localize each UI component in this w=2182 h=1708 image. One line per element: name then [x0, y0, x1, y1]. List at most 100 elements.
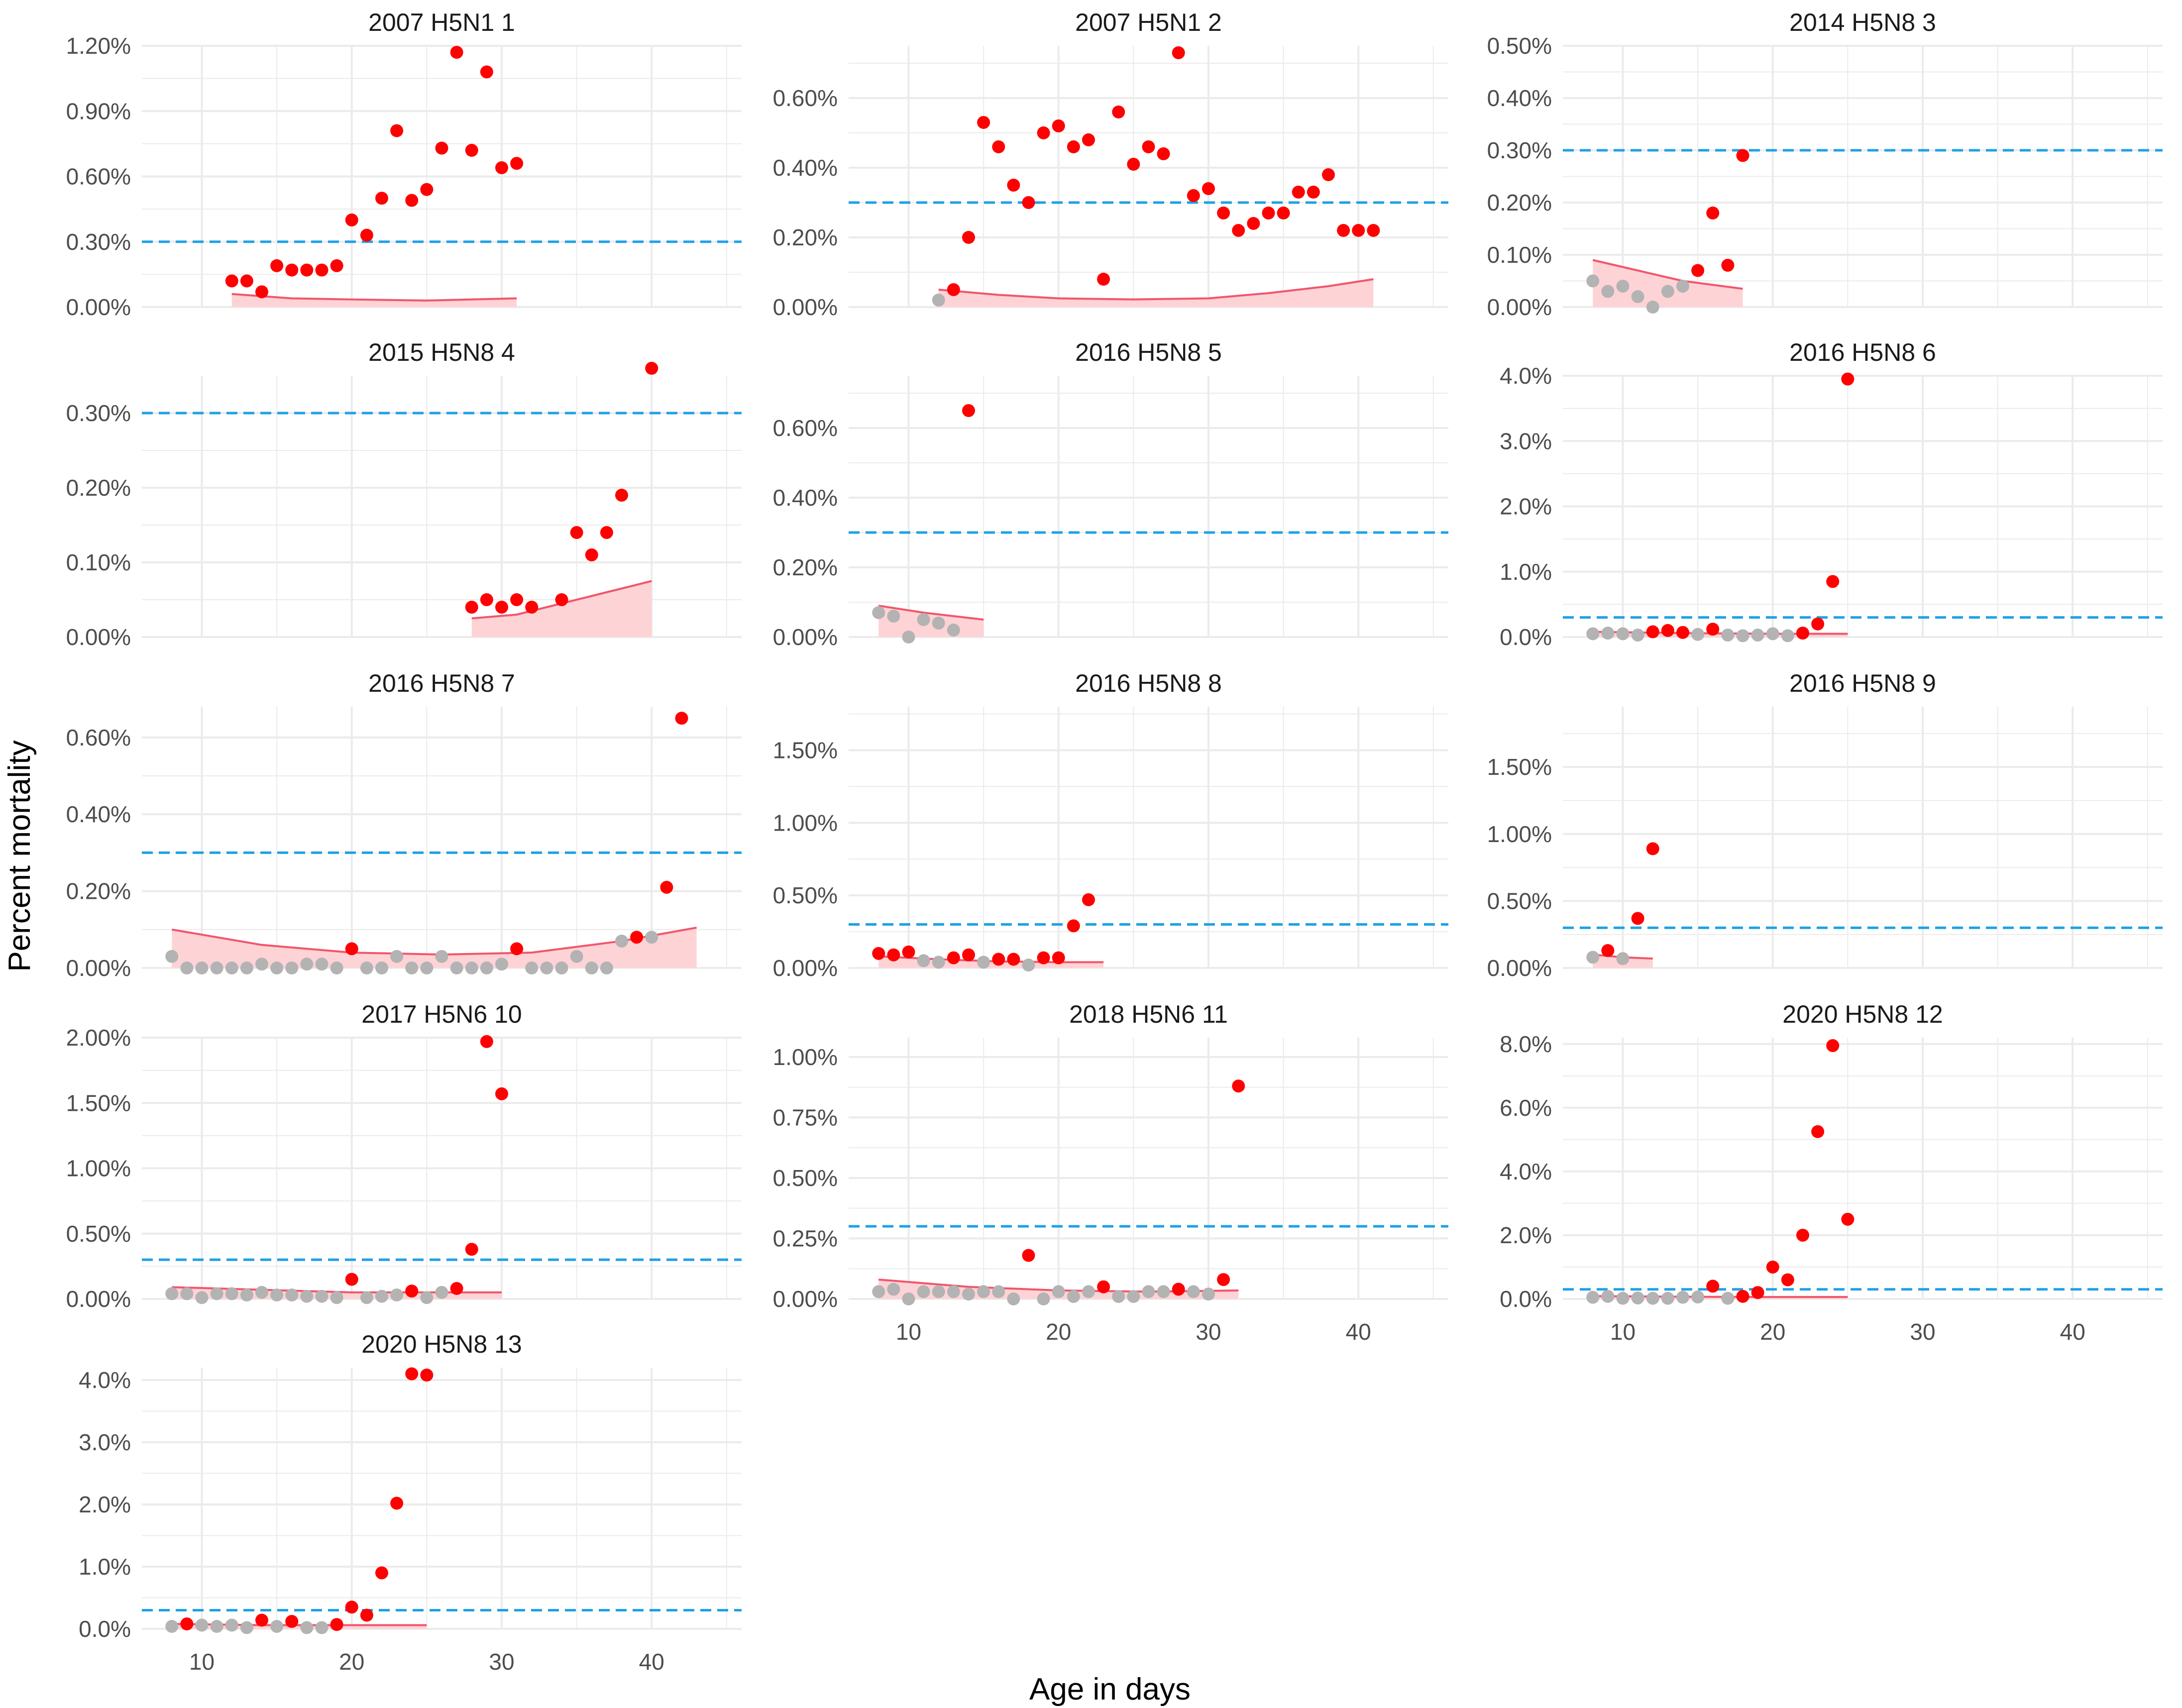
- mortality-point-low: [315, 958, 328, 971]
- y-tick-label: 0.20%: [773, 554, 838, 580]
- mortality-point-high: [1277, 207, 1290, 219]
- mortality-point-high: [480, 593, 493, 606]
- y-tick-label: 0.00%: [66, 624, 131, 650]
- x-tick-label: 20: [339, 1649, 364, 1675]
- mortality-point-high: [1811, 617, 1825, 631]
- mortality-point-high: [1052, 951, 1065, 964]
- baseline-line: [938, 278, 1374, 301]
- mortality-point-high: [1127, 158, 1140, 171]
- mortality-point-high: [962, 231, 975, 244]
- mortality-point-low: [300, 1621, 314, 1634]
- x-tick-label: 30: [1910, 1319, 1935, 1345]
- mortality-point-low: [375, 1289, 388, 1303]
- mortality-point-high: [405, 1367, 419, 1381]
- panel-title: 2016 H5N8 7: [368, 669, 515, 697]
- mortality-point-low: [1616, 1291, 1630, 1305]
- mortality-point-low: [405, 961, 419, 974]
- mortality-point-low: [1616, 952, 1630, 965]
- mortality-point-low: [947, 624, 960, 637]
- y-tick-label: 0.60%: [66, 164, 131, 190]
- mortality-point-high: [270, 259, 284, 272]
- mortality-point-low: [1157, 1285, 1170, 1298]
- baseline-ribbon: [938, 279, 1374, 307]
- mortality-point-low: [165, 950, 179, 963]
- y-tick-label: 0.00%: [1487, 294, 1552, 320]
- mortality-point-low: [1142, 1285, 1155, 1298]
- baseline-line: [878, 605, 984, 621]
- x-tick-label: 30: [489, 1649, 514, 1675]
- mortality-point-low: [1646, 1291, 1659, 1305]
- y-tick-label: 0.40%: [1487, 85, 1552, 111]
- y-tick-label: 1.00%: [773, 1044, 838, 1070]
- x-tick-label: 10: [896, 1319, 921, 1345]
- panel-2: 2007 H5N1 2 0.00% 0.20% 0.40% 0.60%: [773, 8, 1448, 320]
- mortality-point-low: [465, 961, 478, 974]
- mortality-point-high: [330, 1618, 343, 1631]
- mortality-point-low: [1676, 1290, 1689, 1304]
- panel-4: 2015 H5N8 4 0.00% 0.10% 0.20% 0.30%: [66, 338, 742, 650]
- mortality-point-low: [225, 1287, 238, 1300]
- mortality-point-low: [1691, 1290, 1705, 1304]
- mortality-point-low: [1127, 1290, 1140, 1303]
- mortality-point-low: [1661, 285, 1674, 298]
- mortality-point-high: [1232, 1079, 1245, 1093]
- mortality-point-high: [1646, 842, 1659, 855]
- y-tick-label: 0.0%: [1500, 624, 1552, 650]
- x-tick-label: 40: [639, 1649, 664, 1675]
- y-tick-label: 0.60%: [66, 725, 131, 750]
- mortality-point-low: [495, 958, 508, 971]
- mortality-point-high: [1661, 624, 1674, 637]
- mortality-point-low: [300, 958, 314, 971]
- mortality-point-high: [1007, 953, 1020, 966]
- mortality-point-high: [465, 1243, 478, 1256]
- mortality-point-low: [585, 961, 598, 974]
- mortality-point-low: [977, 1285, 990, 1298]
- mortality-point-high: [330, 259, 343, 272]
- x-axis-title: Age in days: [1029, 1672, 1191, 1707]
- panel-title: 2020 H5N8 13: [361, 1330, 522, 1358]
- x-tick-label: 10: [1610, 1319, 1636, 1345]
- mortality-point-high: [405, 194, 419, 207]
- mortality-point-high: [420, 183, 434, 196]
- mortality-point-low: [902, 631, 915, 643]
- mortality-point-high: [1217, 1273, 1230, 1286]
- y-tick-label: 4.0%: [79, 1367, 131, 1393]
- y-tick-label: 1.50%: [1487, 754, 1552, 780]
- mortality-point-high: [1646, 625, 1659, 639]
- mortality-point-low: [1616, 627, 1630, 640]
- mortality-point-low: [390, 1288, 404, 1302]
- x-tick-label: 30: [1196, 1319, 1221, 1345]
- mortality-point-low: [1601, 627, 1615, 640]
- y-tick-label: 3.0%: [79, 1429, 131, 1455]
- y-tick-label: 0.20%: [66, 475, 131, 501]
- panel-title: 2018 H5N6 11: [1069, 1000, 1228, 1028]
- mortality-point-high: [495, 161, 508, 174]
- mortality-point-high: [450, 46, 463, 59]
- mortality-point-low: [420, 1291, 434, 1304]
- mortality-point-high: [902, 945, 915, 959]
- mortality-point-low: [1736, 629, 1749, 642]
- mortality-point-low: [1586, 627, 1600, 640]
- x-tick-label: 20: [1046, 1319, 1071, 1345]
- mortality-point-low: [932, 956, 945, 969]
- x-tick-label: 40: [2060, 1319, 2085, 1345]
- mortality-point-low: [225, 961, 238, 974]
- mortality-point-high: [675, 712, 688, 725]
- mortality-point-low: [330, 961, 343, 974]
- y-tick-label: 0.00%: [773, 1286, 838, 1312]
- y-tick-label: 0.50%: [1487, 888, 1552, 914]
- mortality-point-high: [480, 65, 493, 79]
- baseline-ribbon: [471, 581, 652, 637]
- y-tick-label: 0.30%: [1487, 137, 1552, 163]
- y-tick-label: 0.50%: [66, 1221, 131, 1247]
- x-tick-label: 20: [1760, 1319, 1785, 1345]
- mortality-point-low: [315, 1621, 328, 1634]
- mortality-point-high: [495, 601, 508, 614]
- y-tick-label: 2.0%: [1500, 1222, 1552, 1248]
- mortality-point-high: [992, 140, 1005, 153]
- mortality-point-low: [570, 950, 583, 963]
- mortality-point-high: [405, 1284, 419, 1298]
- mortality-point-high: [947, 283, 960, 296]
- mortality-point-low: [615, 934, 628, 948]
- y-tick-label: 0.0%: [79, 1616, 131, 1642]
